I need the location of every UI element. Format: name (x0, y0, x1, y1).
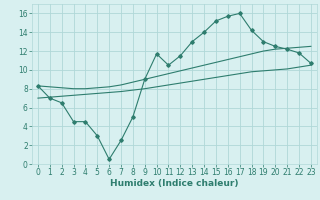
X-axis label: Humidex (Indice chaleur): Humidex (Indice chaleur) (110, 179, 239, 188)
